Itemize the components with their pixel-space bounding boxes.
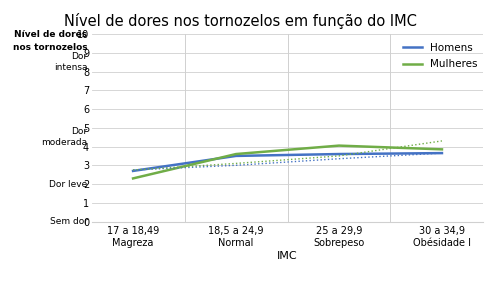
Text: nos tornozelos: nos tornozelos [13,43,88,53]
Title: Nível de dores nos tornozelos em função do IMC: Nível de dores nos tornozelos em função … [64,13,417,29]
Text: Dor leve: Dor leve [49,179,88,189]
Text: Dor
moderada: Dor moderada [41,128,88,147]
Text: Sem dor: Sem dor [49,217,88,226]
Legend: Homens, Mulheres: Homens, Mulheres [403,43,478,69]
Text: Nível de dores: Nível de dores [14,30,88,39]
Text: Dor
intensa: Dor intensa [54,53,88,72]
X-axis label: IMC: IMC [277,251,298,261]
